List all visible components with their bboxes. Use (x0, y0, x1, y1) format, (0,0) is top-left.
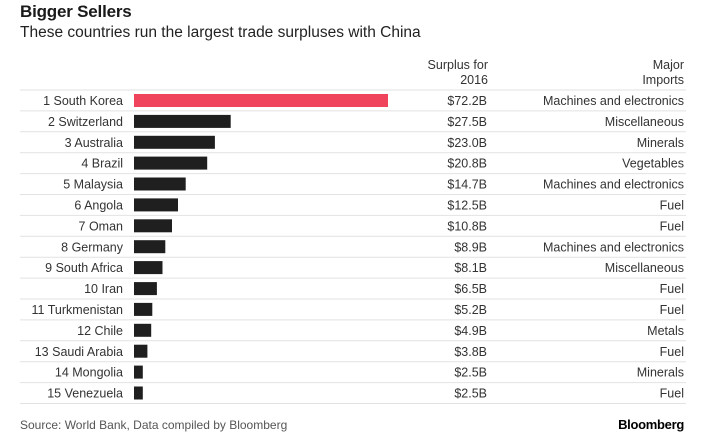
imports-label: Miscellaneous (605, 261, 684, 275)
surplus-column-header: Surplus for 2016 (404, 58, 488, 88)
value-label: $3.8B (454, 345, 487, 359)
chart-title: Bigger Sellers (20, 2, 132, 21)
category-label: 11 Turkmenistan (32, 303, 124, 317)
bar (134, 240, 166, 254)
category-label: 1 South Korea (43, 94, 123, 108)
category-label: 12 Chile (77, 324, 123, 338)
category-label: 10 Iran (84, 282, 123, 296)
value-label: $6.5B (454, 282, 487, 296)
value-label: $5.2B (454, 303, 487, 317)
bar (134, 282, 157, 296)
imports-label: Fuel (660, 198, 684, 212)
category-label: 9 South Africa (45, 261, 123, 275)
imports-label: Miscellaneous (605, 115, 684, 129)
value-label: $23.0B (447, 136, 487, 150)
bar (134, 198, 178, 212)
imports-label: Vegetables (622, 157, 684, 171)
value-label: $8.9B (454, 240, 487, 254)
source-note: Source: World Bank, Data compiled by Blo… (20, 418, 288, 432)
value-label: $10.8B (447, 219, 487, 233)
bar (134, 344, 148, 358)
category-label: 6 Angola (74, 198, 123, 212)
imports-label: Minerals (637, 136, 684, 150)
imports-label: Machines and electronics (543, 178, 684, 192)
value-label: $72.2B (447, 94, 487, 108)
imports-label: Machines and electronics (543, 240, 684, 254)
bar (134, 302, 153, 316)
imports-label: Fuel (660, 387, 684, 401)
bar (134, 261, 163, 275)
bloomberg-logo: Bloomberg (618, 417, 684, 432)
category-label: 13 Saudi Arabia (35, 345, 123, 359)
value-label: $20.8B (447, 157, 487, 171)
surplus-header-line-1: Surplus for (427, 58, 488, 72)
imports-label: Fuel (660, 345, 684, 359)
imports-label: Fuel (660, 282, 684, 296)
value-label: $4.9B (454, 324, 487, 338)
bar (134, 323, 152, 337)
bar (134, 94, 388, 107)
value-label: $2.5B (454, 366, 487, 380)
imports-column-header: Major Imports (500, 58, 684, 88)
bar (134, 219, 172, 233)
imports-header-line-1: Major (652, 58, 684, 72)
bar (134, 365, 143, 379)
category-label: 5 Malaysia (63, 178, 123, 192)
bar (134, 177, 186, 191)
chart-subtitle: These countries run the largest trade su… (20, 24, 421, 41)
surplus-header-line-2: 2016 (460, 73, 488, 87)
category-label: 15 Venezuela (47, 387, 123, 401)
category-label: 8 Germany (61, 240, 124, 254)
value-label: $14.7B (447, 178, 487, 192)
bar (134, 114, 231, 128)
imports-label: Machines and electronics (543, 94, 684, 108)
imports-label: Minerals (637, 366, 684, 380)
category-label: 4 Brazil (81, 157, 123, 171)
value-label: $12.5B (447, 198, 487, 212)
imports-label: Fuel (660, 303, 684, 317)
bar (134, 386, 143, 400)
category-label: 14 Mongolia (55, 366, 123, 380)
value-label: $8.1B (454, 261, 487, 275)
imports-label: Metals (647, 324, 684, 338)
value-label: $27.5B (447, 115, 487, 129)
category-label: 7 Oman (79, 219, 124, 233)
category-label: 3 Australia (65, 136, 123, 150)
imports-header-line-2: Imports (642, 73, 684, 87)
imports-label: Fuel (660, 219, 684, 233)
bar (134, 135, 215, 149)
bar (134, 156, 208, 170)
value-label: $2.5B (454, 387, 487, 401)
category-label: 2 Switzerland (48, 115, 123, 129)
